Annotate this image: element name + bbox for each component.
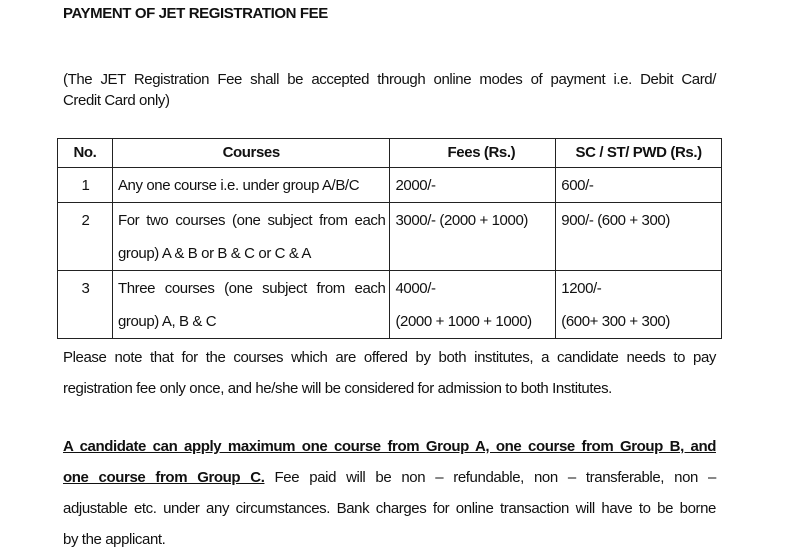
row-no: 1: [57, 167, 113, 203]
row-course: For two courses (one subject from each gr…: [111, 202, 391, 271]
row-reserved: 900/- (600 + 300): [555, 202, 722, 271]
rule-line: adjustable etc. under any circumstances.…: [63, 500, 716, 517]
note-line: Please note that for the courses which a…: [63, 349, 716, 366]
row-no: 3: [57, 270, 113, 339]
row-course: Any one course i.e. under group A/B/C: [111, 167, 391, 203]
row-reserved: 1200/- (600+ 300 + 300): [555, 270, 722, 339]
row-fees: 4000/- (2000 + 1000 + 1000): [389, 270, 557, 339]
table-row: 3 Three courses (one subject from each gr…: [57, 270, 722, 339]
rule-emphasis: one course from Group C.: [63, 469, 265, 486]
rule-paragraph: A candidate can apply maximum one course…: [63, 431, 716, 555]
rule-line: by the applicant.: [63, 531, 166, 548]
header-reserved: SC / ST/ PWD (Rs.): [555, 138, 722, 168]
reserved-text: (600+ 300 + 300): [561, 313, 670, 330]
header-no: No.: [57, 138, 113, 168]
note-line: registration fee only once, and he/she w…: [63, 380, 612, 397]
reserved-text: 900/- (600 + 300): [561, 212, 670, 229]
note-paragraph: Please note that for the courses which a…: [63, 342, 716, 404]
intro-line: (The JET Registration Fee shall be accep…: [63, 71, 716, 88]
rule-line: one course from Group C. Fee paid will b…: [63, 462, 716, 493]
intro-line: Credit Card only): [63, 92, 170, 109]
row-no: 2: [57, 202, 113, 271]
rule-text: Fee paid will be non – refundable, non –…: [264, 469, 717, 486]
fee-table: No. Courses Fees (Rs.) SC / ST/ PWD (Rs.…: [57, 138, 722, 339]
rule-emphasis: A candidate can apply maximum one course…: [63, 438, 716, 455]
row-course: Three courses (one subject from each grou…: [111, 270, 391, 339]
course-text: For two courses (one subject from each: [117, 212, 386, 229]
row-fees: 3000/- (2000 + 1000): [389, 202, 557, 271]
fees-text: 3000/- (2000 + 1000): [395, 212, 528, 229]
table-header-row: No. Courses Fees (Rs.) SC / ST/ PWD (Rs.…: [57, 138, 722, 168]
row-reserved: 600/-: [555, 167, 722, 203]
reserved-text: 1200/-: [561, 280, 602, 297]
row-fees: 2000/-: [389, 167, 557, 203]
fees-text: (2000 + 1000 + 1000): [395, 313, 532, 330]
section-title: PAYMENT OF JET REGISTRATION FEE: [63, 5, 328, 22]
fees-text: 2000/-: [395, 177, 436, 194]
header-courses: Courses: [111, 138, 391, 168]
intro-paragraph: (The JET Registration Fee shall be accep…: [63, 69, 716, 111]
course-text: group) A, B & C: [117, 313, 217, 330]
table-row: 1 Any one course i.e. under group A/B/C …: [57, 167, 722, 203]
reserved-text: 600/-: [561, 177, 594, 194]
course-text: Three courses (one subject from each: [117, 280, 386, 297]
header-fees: Fees (Rs.): [389, 138, 557, 168]
table-row: 2 For two courses (one subject from each…: [57, 202, 722, 271]
course-text: Any one course i.e. under group A/B/C: [117, 177, 360, 194]
course-text: group) A & B or B & C or C & A: [117, 245, 312, 262]
fees-text: 4000/-: [395, 280, 436, 297]
rule-line: A candidate can apply maximum one course…: [63, 431, 716, 462]
